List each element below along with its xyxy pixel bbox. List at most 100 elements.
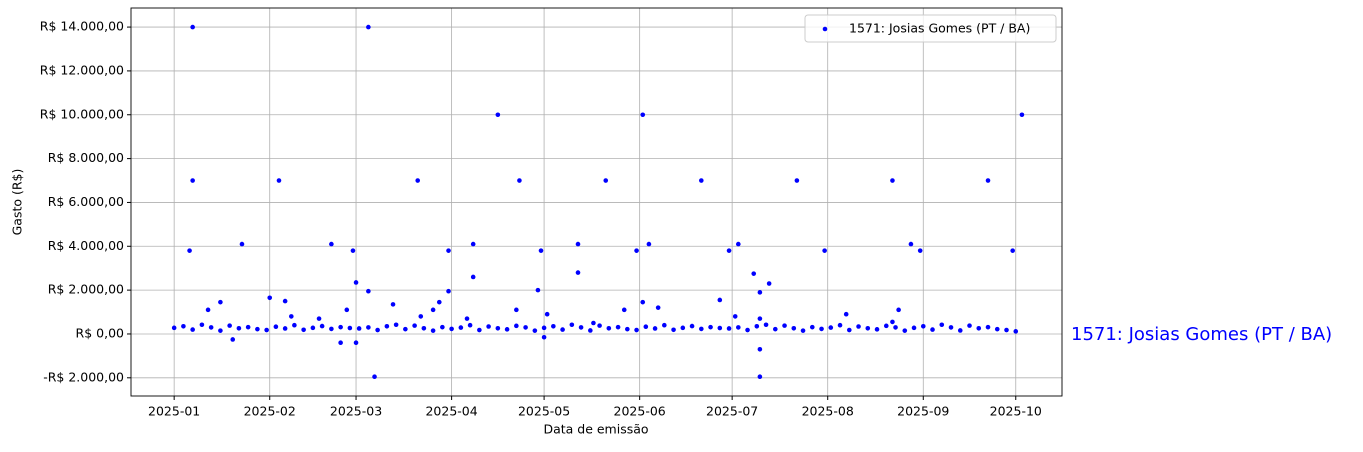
scatter-point (446, 248, 451, 253)
scatter-point (652, 326, 658, 331)
y-tick-label: R$ 8.000,00 (48, 150, 124, 165)
scatter-point (634, 248, 639, 253)
x-tick-label: 2025-01 (148, 404, 200, 419)
scatter-point (470, 274, 476, 280)
y-axis-label: Gasto (R$) (10, 169, 25, 236)
scatter-point (264, 327, 269, 333)
scatter-point (751, 271, 757, 276)
scatter-point (763, 322, 769, 328)
y-tick-label: R$ 14.000,00 (40, 19, 124, 34)
scatter-point (708, 324, 713, 330)
scatter-point (837, 322, 843, 328)
scatter-point (338, 324, 343, 330)
scatter-point (350, 248, 356, 253)
scatter-point (575, 241, 581, 247)
scatter-point (464, 316, 470, 321)
scatter-point (412, 323, 417, 328)
scatter-point (421, 325, 427, 331)
scatter-point (353, 340, 359, 346)
scatter-point (282, 298, 288, 304)
scatter-point (621, 307, 627, 313)
x-tick-label: 2025-09 (897, 404, 949, 419)
x-tick-label: 2025-08 (802, 404, 854, 419)
scatter-point (640, 299, 646, 305)
scatter-point (415, 178, 420, 183)
scatter-point (920, 323, 926, 329)
scatter-point (319, 323, 325, 329)
scatter-point (514, 323, 519, 329)
scatter-point (430, 307, 436, 313)
scatter-point (544, 311, 550, 317)
scatter-point (822, 248, 827, 253)
legend-marker (822, 26, 828, 32)
scatter-point (316, 316, 322, 321)
scatter-point (541, 325, 547, 331)
scatter-point (819, 326, 824, 332)
scatter-point (890, 178, 895, 183)
scatter-point (809, 324, 815, 330)
scatter-point (791, 325, 797, 331)
scatter-point (985, 178, 991, 183)
scatter-point (625, 326, 630, 332)
scatter-point (794, 178, 800, 183)
scatter-point (828, 325, 834, 330)
x-tick-label: 2025-02 (244, 404, 296, 419)
scatter-point (1004, 327, 1009, 333)
scatter-point (514, 307, 519, 313)
scatter-point (575, 270, 581, 275)
x-axis-label: Data de emissão (543, 422, 648, 437)
scatter-point (230, 337, 236, 342)
scatter-point (680, 325, 686, 331)
scatter-point (846, 327, 852, 333)
scatter-point (190, 178, 195, 183)
scatter-point (662, 322, 667, 328)
y-tick-label: R$ 10.000,00 (40, 106, 124, 121)
y-tick-label: R$ 6.000,00 (48, 194, 124, 209)
scatter-point (344, 307, 350, 313)
scatter-point (273, 324, 279, 330)
scatter-point (766, 281, 772, 286)
scatter-point (477, 327, 482, 333)
scatter-point (736, 325, 741, 330)
scatter-point (588, 328, 593, 333)
scatter-point (430, 328, 436, 333)
scatter-point (227, 323, 232, 328)
scatter-point (717, 325, 723, 331)
scatter-point (896, 307, 901, 313)
scatter-point (199, 322, 205, 328)
scatter-point (732, 314, 738, 319)
scatter-point (245, 324, 251, 330)
scatter-point (957, 328, 963, 333)
scatter-point (902, 328, 908, 333)
scatter-point (757, 374, 763, 380)
y-tick-label: R$ 2.000,00 (48, 282, 124, 297)
scatter-point (699, 326, 704, 332)
scatter-point (338, 340, 343, 346)
scatter-point (994, 326, 1000, 332)
scatter-point (329, 241, 334, 247)
scatter-point (930, 327, 935, 332)
scatter-point (865, 325, 871, 331)
scatter-point (597, 323, 602, 328)
scatter-point (773, 326, 778, 332)
scatter-point (591, 320, 596, 326)
scatter-point (603, 178, 609, 183)
scatter-point (470, 241, 476, 247)
scatter-point (578, 325, 584, 330)
scatter-point (486, 324, 491, 329)
scatter-point (985, 324, 991, 330)
scatter-point (239, 241, 245, 247)
scatter-point (393, 322, 399, 328)
scatter-point (754, 323, 760, 329)
scatter-point (1019, 112, 1025, 118)
scatter-point (436, 299, 442, 305)
scatter-point (267, 295, 273, 301)
scatter-point (535, 287, 541, 293)
legend-label: 1571: Josias Gomes (PT / BA) (849, 21, 1030, 36)
scatter-point (736, 241, 741, 247)
scatter-point (717, 297, 723, 303)
scatter-point (757, 347, 763, 352)
scatter-point (517, 178, 522, 183)
scatter-point (689, 323, 695, 329)
y-tick-label: R$ 4.000,00 (48, 238, 124, 253)
